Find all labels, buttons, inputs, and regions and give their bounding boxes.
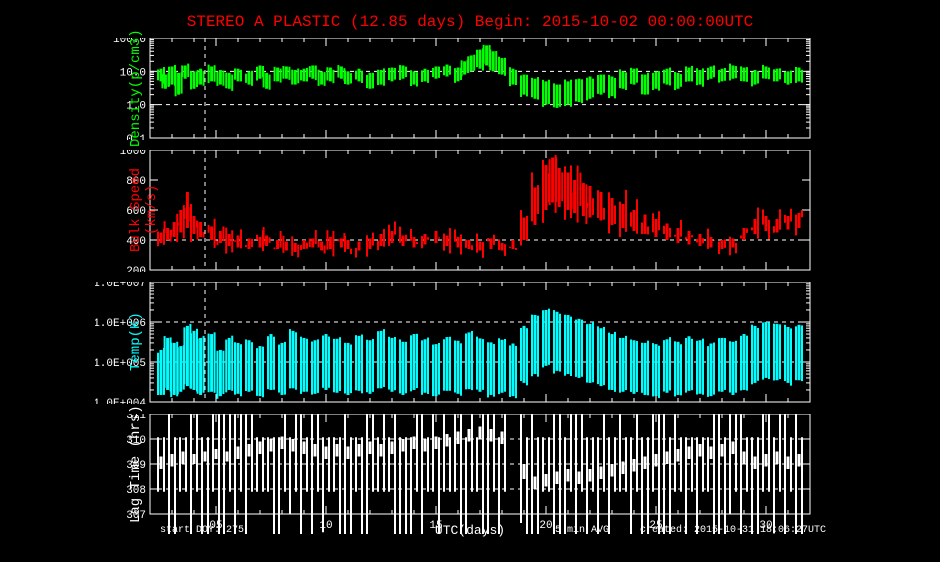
svg-text:20: 20 [539, 520, 552, 532]
panel-density: 0.11.010.0100.0 [150, 38, 810, 138]
ylabel-bulk_speed: Bulk Speed (km/s) [128, 150, 160, 270]
footer-avg: 5 min AVG [555, 525, 609, 536]
ylabel-lag_time: Lag Time (hrs) [128, 404, 144, 524]
panel-lag_time: 307308309310311051015202530 [150, 414, 810, 514]
ylabel-density: Density(p/cm3) [128, 28, 144, 148]
panel-svg-bulk_speed: 2004006008001000 [95, 150, 825, 272]
chart-title: STEREO A PLASTIC (12.85 days) Begin: 201… [187, 13, 754, 31]
panel-svg-density: 0.11.010.0100.0 [95, 38, 825, 140]
footer-start-doy: start DOY: 275 [160, 525, 244, 536]
panel-svg-temp: 1.0E+0041.0E+0051.0E+0061.0E+007 [95, 282, 825, 404]
footer-created: created: 2015-10-31 18:06:27UTC [640, 525, 826, 536]
svg-text:10: 10 [319, 520, 332, 532]
panel-svg-lag_time: 307308309310311051015202530 [95, 414, 825, 534]
panel-temp: 1.0E+0041.0E+0051.0E+0061.0E+007 [150, 282, 810, 402]
x-axis-label: UTC(days) [435, 523, 505, 538]
panel-bulk_speed: 2004006008001000 [150, 150, 810, 270]
ylabel-temp: Temp(K) [128, 282, 144, 402]
